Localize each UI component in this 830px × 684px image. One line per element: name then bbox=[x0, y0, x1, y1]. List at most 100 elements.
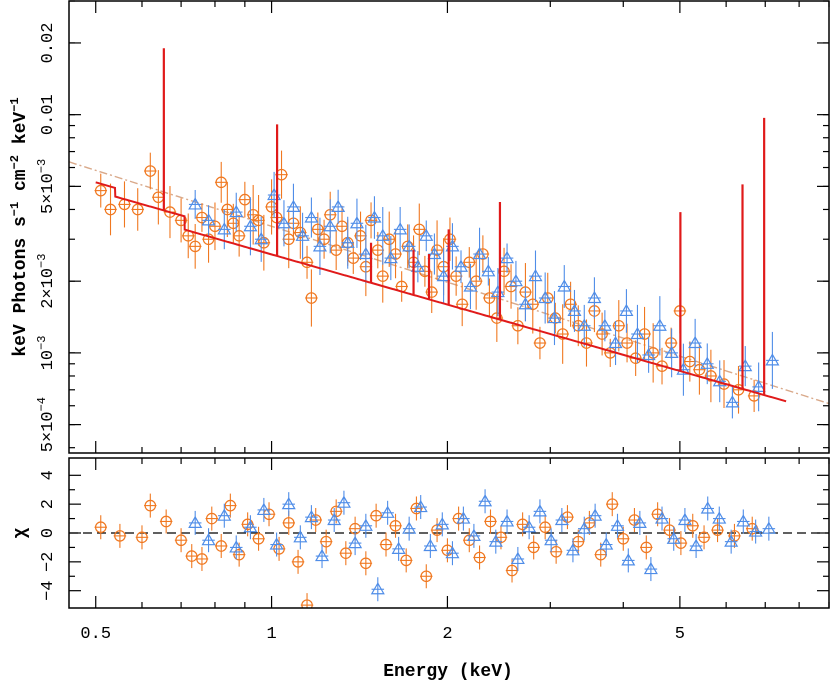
triangle-marker bbox=[654, 511, 670, 524]
residual-point-circle bbox=[113, 523, 127, 548]
x-tick-label: 5 bbox=[675, 625, 685, 644]
residual-point-triangle bbox=[654, 506, 670, 531]
circle-marker bbox=[340, 547, 352, 559]
triangle-marker bbox=[367, 210, 382, 223]
triangle-marker bbox=[445, 545, 460, 559]
residual-point-circle bbox=[527, 535, 540, 560]
triangle-marker bbox=[312, 239, 327, 252]
triangle-marker bbox=[358, 246, 373, 260]
triangle-marker bbox=[348, 535, 363, 549]
spectrum-point-triangle bbox=[481, 257, 496, 286]
spectrum-point-circle bbox=[556, 304, 569, 364]
residual-point-triangle bbox=[500, 509, 515, 534]
circle-marker bbox=[556, 328, 569, 340]
spectrum-point-circle bbox=[483, 278, 496, 318]
triangle-marker bbox=[481, 264, 496, 277]
residual-point-triangle bbox=[314, 544, 330, 569]
triangle-marker bbox=[588, 508, 603, 521]
circle-marker bbox=[431, 244, 443, 256]
spectrum-point-circle bbox=[305, 269, 318, 327]
residual-point-triangle bbox=[510, 546, 525, 571]
triangle-marker bbox=[554, 512, 569, 526]
triangle-marker bbox=[243, 520, 258, 533]
triangle-marker bbox=[587, 290, 602, 304]
triangle-marker bbox=[269, 537, 284, 550]
triangle-marker bbox=[410, 259, 425, 272]
residual-point-circle bbox=[319, 529, 333, 554]
triangle-marker bbox=[201, 533, 216, 546]
residual-point-circle bbox=[473, 545, 486, 570]
triangle-marker bbox=[577, 318, 592, 331]
residual-point-triangle bbox=[348, 531, 363, 556]
circle-marker bbox=[413, 223, 426, 236]
spectrum-point-triangle bbox=[453, 250, 469, 284]
residual-point-circle bbox=[195, 546, 209, 571]
spectrum-point-circle bbox=[329, 230, 343, 271]
spectrum-point-triangle bbox=[765, 331, 780, 389]
residual-point-circle bbox=[159, 509, 173, 534]
triangle-marker bbox=[423, 538, 438, 552]
triangle-marker bbox=[677, 512, 692, 526]
spectrum-point-circle bbox=[443, 217, 457, 261]
circle-marker bbox=[498, 265, 510, 278]
triangle-marker bbox=[456, 511, 471, 524]
circle-marker bbox=[292, 556, 304, 568]
circle-marker bbox=[693, 363, 706, 376]
circle-marker bbox=[629, 352, 642, 364]
triangle-marker bbox=[528, 268, 543, 282]
triangle-marker bbox=[689, 538, 704, 552]
triangle-marker bbox=[293, 530, 308, 543]
circle-marker bbox=[318, 233, 330, 246]
circle-marker bbox=[144, 165, 157, 177]
triangle-marker bbox=[508, 273, 523, 287]
residual-point-triangle bbox=[281, 492, 296, 517]
circle-marker bbox=[305, 292, 318, 304]
spectrum-point-triangle bbox=[619, 289, 634, 333]
spectrum-point-circle bbox=[214, 161, 228, 203]
spectrum-point-triangle bbox=[567, 289, 582, 332]
residual-point-triangle bbox=[391, 536, 406, 561]
residual-point-triangle bbox=[761, 516, 776, 541]
spectrum-point-triangle bbox=[229, 192, 244, 232]
circle-marker bbox=[252, 532, 265, 545]
residual-point-triangle bbox=[201, 528, 216, 553]
circle-marker bbox=[94, 521, 107, 534]
residual-point-circle bbox=[441, 538, 454, 563]
triangle-marker bbox=[358, 518, 373, 531]
triangle-marker bbox=[472, 246, 487, 260]
triangle-marker bbox=[510, 551, 525, 565]
spectrum-point-triangle bbox=[472, 227, 487, 281]
residual-point-triangle bbox=[577, 516, 592, 541]
circle-marker bbox=[383, 233, 396, 246]
spectrum-point-circle bbox=[425, 271, 438, 314]
spectrum-point-triangle bbox=[508, 260, 523, 302]
residual-point-circle bbox=[135, 525, 149, 550]
residual-y-axis-label: χ bbox=[11, 527, 31, 538]
residual-point-triangle bbox=[413, 495, 428, 520]
residual-point-triangle bbox=[188, 510, 203, 535]
circle-marker bbox=[114, 530, 126, 542]
residual-point-triangle bbox=[689, 533, 704, 558]
spectrum-plot-frame bbox=[68, 0, 830, 454]
triangle-marker bbox=[314, 548, 330, 562]
triangle-marker bbox=[217, 508, 232, 521]
spectrum-y-tick-label: 0.01 bbox=[39, 94, 58, 135]
residual-point-triangle bbox=[588, 503, 603, 528]
triangle-marker bbox=[488, 534, 503, 547]
residual-point-triangle bbox=[423, 533, 438, 558]
spectrum-point-circle bbox=[311, 212, 325, 247]
residual-point-triangle bbox=[621, 548, 636, 573]
circle-marker bbox=[233, 548, 245, 561]
circle-marker bbox=[376, 270, 389, 282]
spectrum-point-triangle bbox=[557, 265, 572, 308]
circle-marker bbox=[221, 203, 234, 216]
circle-marker bbox=[233, 230, 245, 242]
triangle-marker bbox=[597, 318, 612, 331]
residual-point-circle bbox=[745, 516, 759, 541]
triangle-marker bbox=[724, 534, 739, 547]
triangle-marker bbox=[304, 509, 319, 523]
circle-marker bbox=[164, 206, 176, 218]
circle-marker bbox=[175, 534, 187, 547]
spectrum-y-tick-label: 5×10−4 bbox=[35, 397, 58, 452]
residual-point-triangle bbox=[336, 490, 351, 515]
